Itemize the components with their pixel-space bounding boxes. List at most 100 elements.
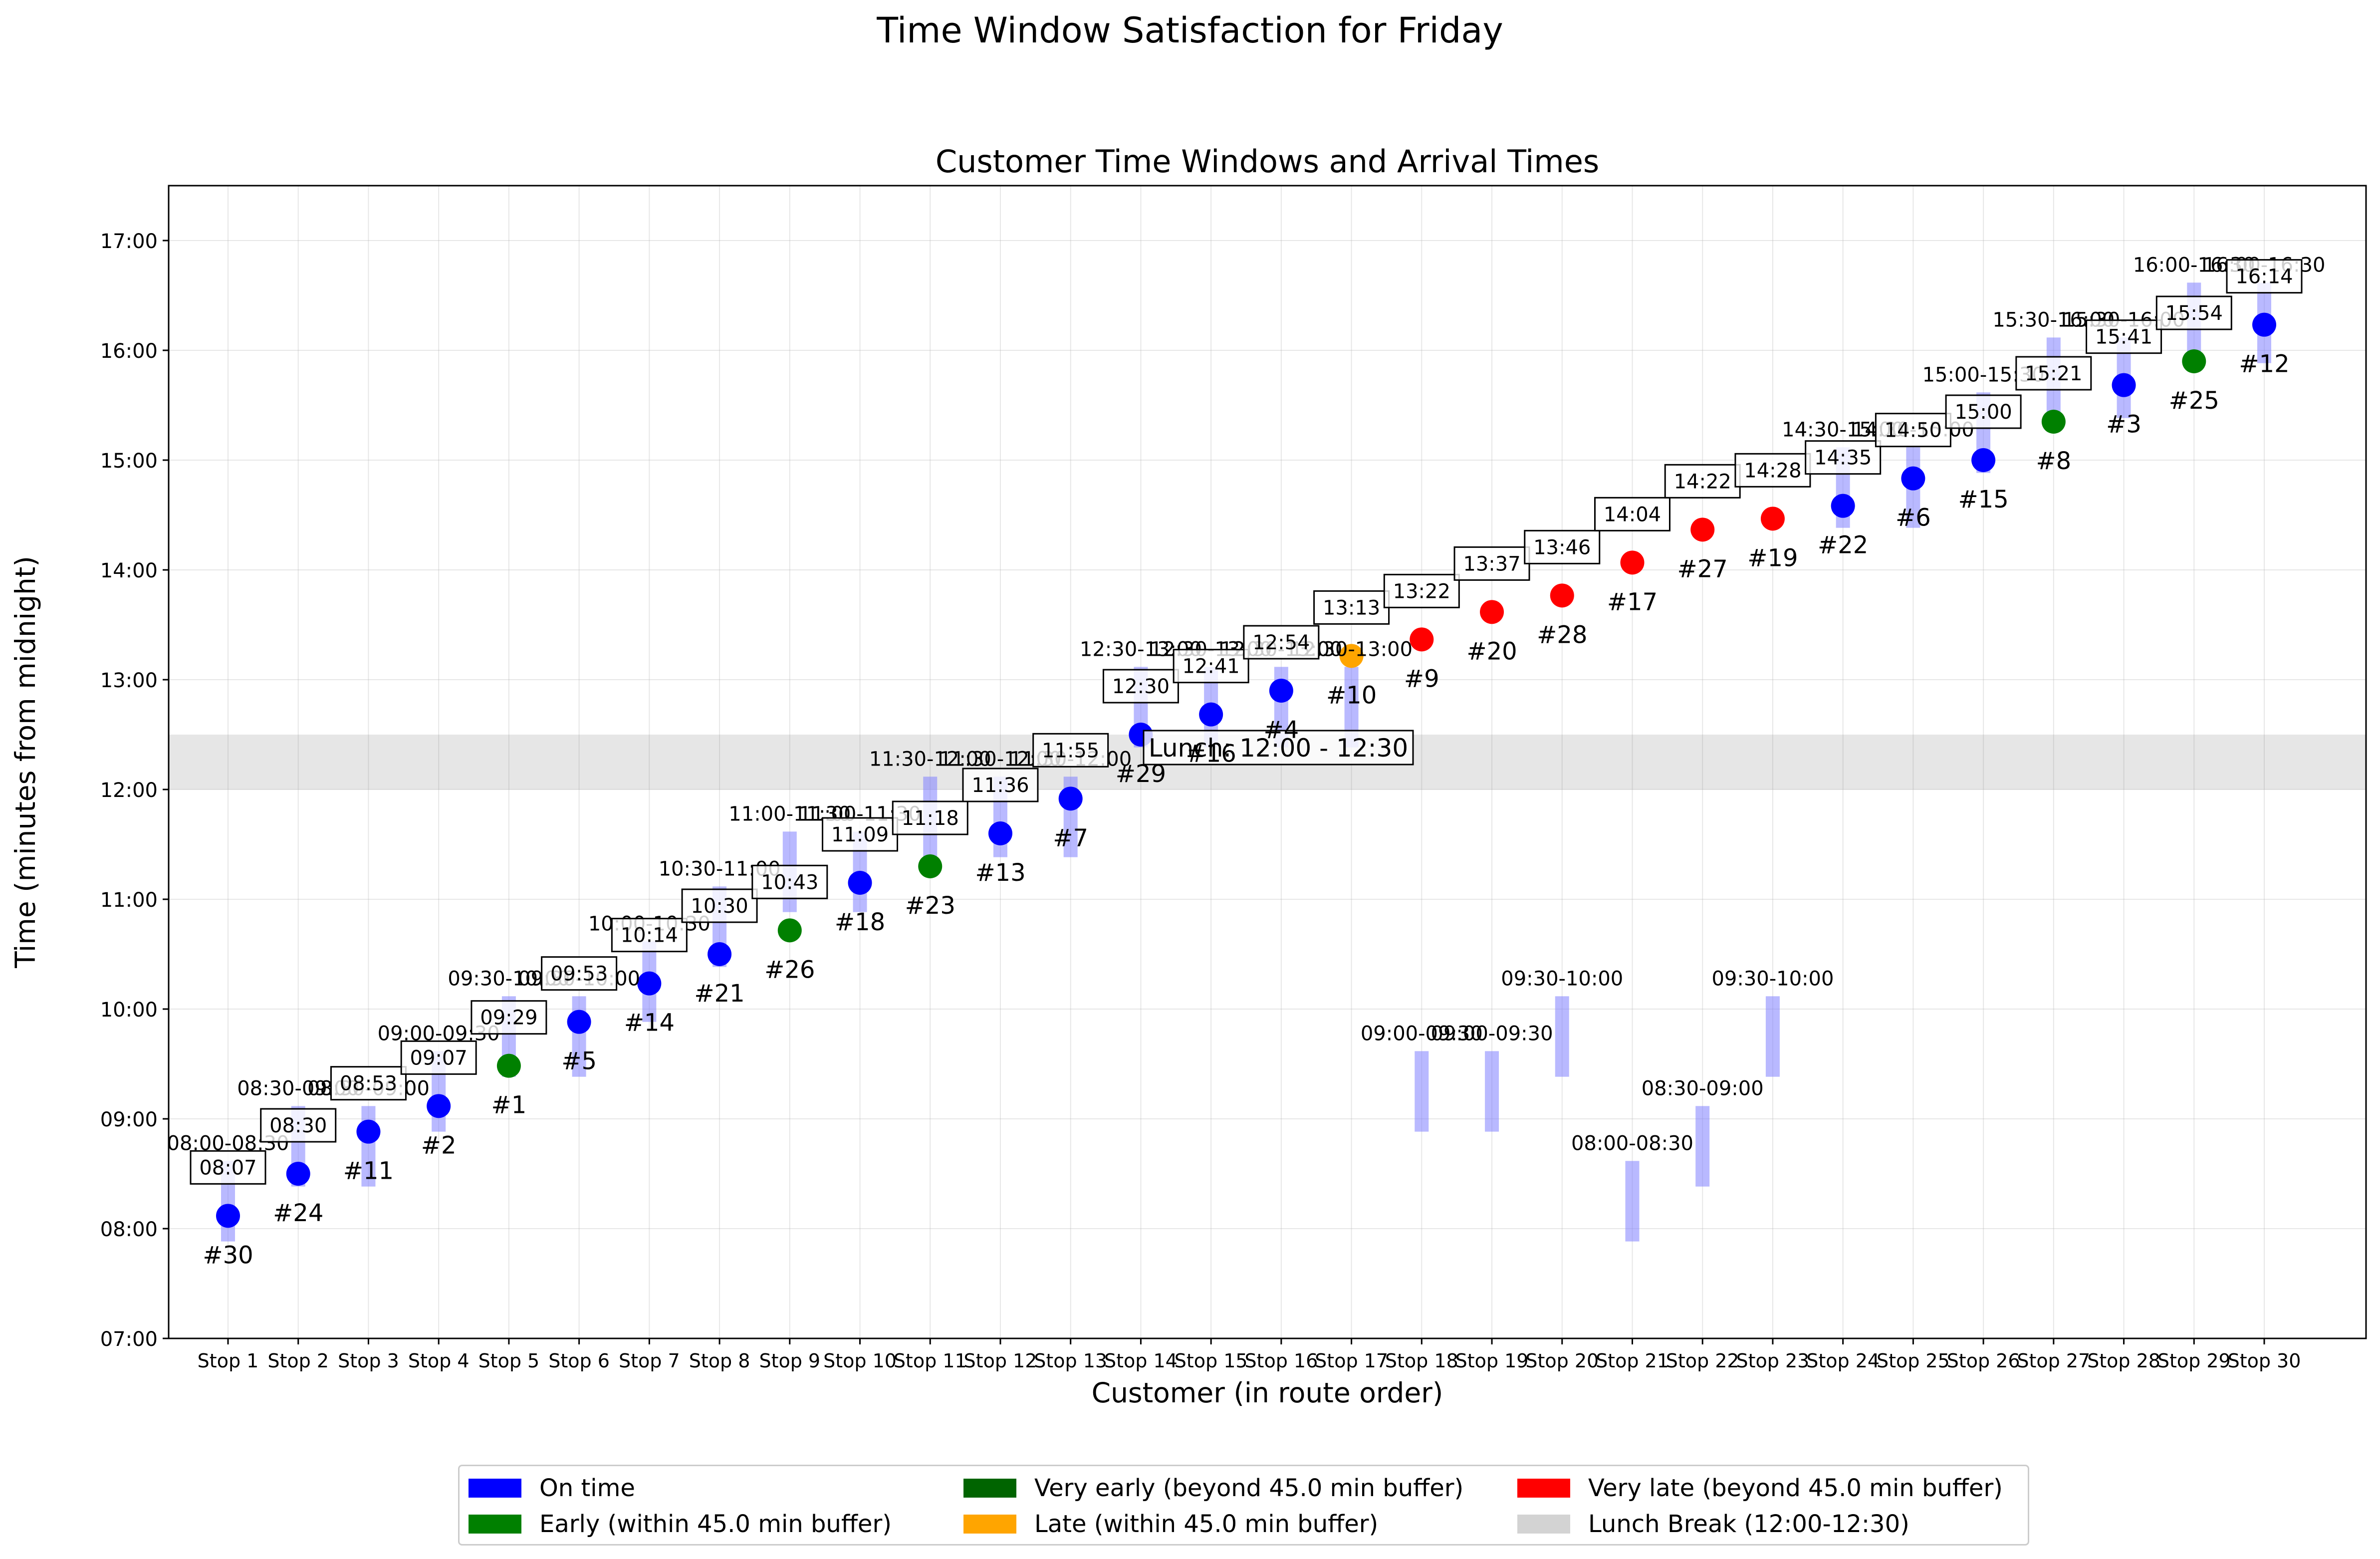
x-tick-label: Stop 29 bbox=[2157, 1350, 2231, 1372]
arrival-points bbox=[216, 312, 2276, 1228]
legend-item: Late (within 45.0 min buffer) bbox=[963, 1509, 1378, 1539]
x-tick-label: Stop 18 bbox=[1385, 1350, 1458, 1372]
arrival-label: 16:14 bbox=[2235, 265, 2293, 288]
grid-lines bbox=[169, 186, 2366, 1339]
customer-label: #30 bbox=[203, 1241, 253, 1269]
x-tick-label: Stop 26 bbox=[1947, 1350, 2020, 1372]
y-tick-label: 17:00 bbox=[100, 230, 158, 253]
x-tick-label: Stop 9 bbox=[759, 1350, 820, 1372]
arrival-point bbox=[1058, 786, 1083, 811]
customer-label: #2 bbox=[421, 1131, 457, 1159]
time-window-bar bbox=[1625, 1161, 1640, 1242]
arrival-point bbox=[1410, 627, 1434, 652]
plot-frame bbox=[168, 185, 2367, 1339]
arrival-label-box bbox=[1945, 394, 2022, 429]
x-tick-label: Stop 17 bbox=[1315, 1350, 1388, 1372]
legend-swatch bbox=[963, 1515, 1016, 1534]
legend-item: On time bbox=[469, 1473, 635, 1503]
arrival-label: 14:35 bbox=[1814, 447, 1872, 470]
customer-label: #4 bbox=[1263, 716, 1299, 744]
customer-label: #28 bbox=[1537, 621, 1587, 649]
window-label: 11:30-12:00 bbox=[869, 748, 991, 771]
arrival-point bbox=[567, 1010, 591, 1034]
arrival-label-box bbox=[1594, 497, 1670, 531]
customer-label: #21 bbox=[694, 980, 744, 1008]
arrival-label-box bbox=[330, 1066, 407, 1101]
customer-label: #20 bbox=[1466, 637, 1517, 665]
legend-label: Very late (beyond 45.0 min buffer) bbox=[1588, 1474, 2003, 1502]
window-label: 09:00-09:30 bbox=[1361, 1022, 1483, 1045]
figure-title: Time Window Satisfaction for Friday bbox=[877, 10, 1503, 51]
x-tick-label: Stop 11 bbox=[894, 1350, 967, 1372]
arrival-point bbox=[1690, 518, 1715, 542]
legend-item: Very late (beyond 45.0 min buffer) bbox=[1517, 1473, 2003, 1503]
y-tick-label: 07:00 bbox=[100, 1328, 158, 1351]
y-tick-label: 15:00 bbox=[100, 450, 158, 473]
y-tick-label: 16:00 bbox=[100, 340, 158, 363]
customer-label: #10 bbox=[1326, 681, 1377, 709]
x-tick-label: Stop 8 bbox=[689, 1350, 750, 1372]
arrival-label: 08:53 bbox=[340, 1072, 397, 1095]
x-tick-label: Stop 20 bbox=[1525, 1350, 1599, 1372]
axes: 07:00 08:00 09:00 10:00 11:00 12:00 13:00 14:00… bbox=[100, 230, 2301, 1372]
arrival-point bbox=[2112, 373, 2136, 397]
arrival-label-box bbox=[541, 956, 618, 991]
arrival-point bbox=[286, 1162, 310, 1186]
x-tick-label: Stop 10 bbox=[823, 1350, 897, 1372]
customer-label: #27 bbox=[1677, 555, 1728, 583]
time-window-bar bbox=[1555, 996, 1569, 1077]
arrival-point bbox=[1901, 466, 1925, 491]
legend: On time Early (within 45.0 min buffer) Ver… bbox=[458, 1465, 2029, 1546]
y-tick-label: 13:00 bbox=[100, 669, 158, 692]
y-tick-label: 11:00 bbox=[100, 889, 158, 912]
x-tick-label: Stop 15 bbox=[1175, 1350, 1248, 1372]
plot-title: Customer Time Windows and Arrival Times bbox=[936, 143, 1599, 180]
customer-label: #1 bbox=[491, 1091, 527, 1119]
arrival-point bbox=[1480, 600, 1504, 624]
customer-label: #8 bbox=[2036, 447, 2071, 475]
time-window-bar bbox=[1415, 1051, 1429, 1132]
arrival-point bbox=[2182, 349, 2206, 373]
customer-label: #29 bbox=[1116, 760, 1166, 788]
x-tick-label: Stop 28 bbox=[2087, 1350, 2160, 1372]
arrival-label-box bbox=[2015, 356, 2092, 391]
lunch-label: Lunch: 12:00 - 12:30 bbox=[1149, 734, 1408, 763]
time-window-bar bbox=[1695, 1106, 1710, 1187]
arrival-label: 10:43 bbox=[761, 871, 818, 894]
arrival-label-box bbox=[1805, 440, 1882, 475]
arrival-label-box bbox=[1173, 649, 1249, 684]
customer-label: #24 bbox=[273, 1199, 323, 1227]
arrival-point bbox=[2041, 410, 2066, 434]
arrival-point bbox=[427, 1094, 451, 1118]
customer-label: #26 bbox=[764, 956, 815, 984]
arrival-label: 14:22 bbox=[1674, 470, 1731, 493]
arrival-label: 14:28 bbox=[1744, 459, 1801, 482]
arrival-point bbox=[1971, 448, 1996, 472]
arrival-label-box bbox=[611, 918, 688, 953]
x-tick-label: Stop 16 bbox=[1244, 1350, 1318, 1372]
legend-label: On time bbox=[539, 1474, 635, 1502]
arrival-label: 14:50 bbox=[1885, 419, 1942, 442]
arrival-label: 10:14 bbox=[621, 924, 678, 947]
legend-swatch bbox=[1517, 1479, 1570, 1498]
arrival-point bbox=[848, 871, 872, 895]
arrival-label-box bbox=[260, 1108, 337, 1143]
x-tick-label: Stop 23 bbox=[1736, 1350, 1810, 1372]
arrival-label-box bbox=[1875, 413, 1951, 448]
arrival-label: 11:36 bbox=[971, 774, 1029, 797]
customer-label: #9 bbox=[1404, 665, 1439, 693]
x-tick-label: Stop 12 bbox=[964, 1350, 1037, 1372]
arrival-point bbox=[496, 1053, 521, 1078]
arrival-label-box bbox=[2155, 295, 2232, 330]
x-tick-label: Stop 21 bbox=[1596, 1350, 1669, 1372]
y-axis-label: Time (minutes from midnight) bbox=[9, 556, 41, 969]
customer-label: #5 bbox=[561, 1047, 597, 1075]
customer-label: #17 bbox=[1607, 588, 1658, 616]
legend-item: Lunch Break (12:00-12:30) bbox=[1517, 1509, 1909, 1539]
lunch-label-box bbox=[1143, 730, 1414, 766]
arrival-point bbox=[918, 854, 943, 878]
arrival-label: 09:07 bbox=[410, 1046, 468, 1069]
arrival-point bbox=[1199, 702, 1223, 727]
arrival-label-box bbox=[1243, 625, 1320, 660]
customer-label: #16 bbox=[1186, 740, 1236, 768]
